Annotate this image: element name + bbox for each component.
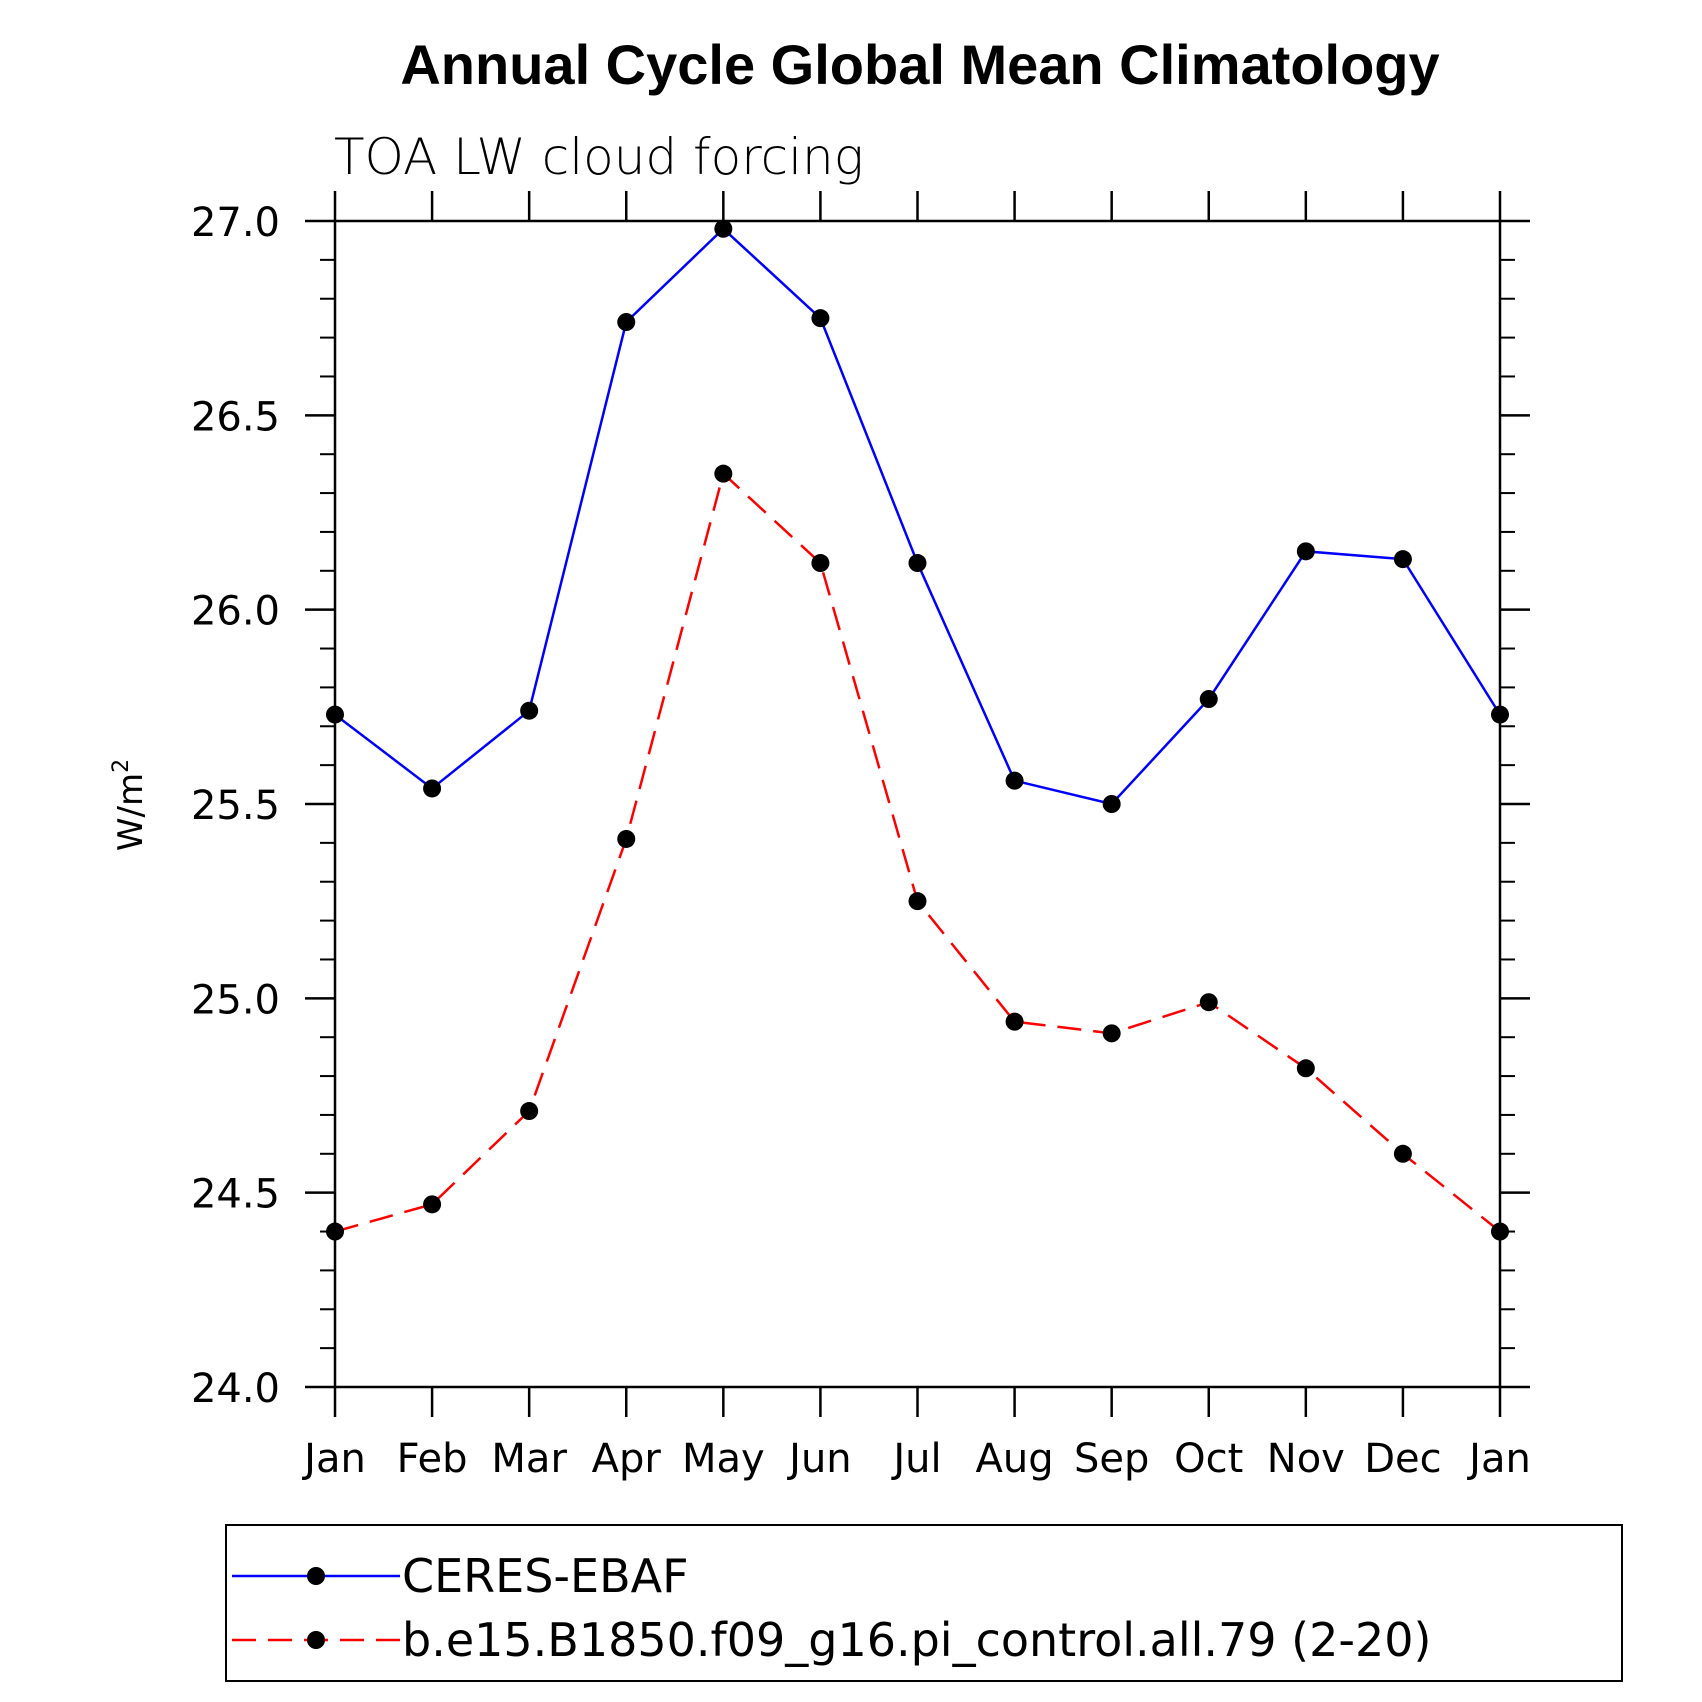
data-point <box>520 701 539 720</box>
chart-subtitle: TOA LW cloud forcing <box>334 128 864 186</box>
data-point <box>1005 771 1024 790</box>
series-layer <box>326 219 1509 1241</box>
legend-marker-0 <box>307 1567 325 1585</box>
x-tick-label: Jan <box>301 1436 366 1482</box>
x-tick-label: Nov <box>1267 1436 1345 1482</box>
legend-label-0: CERES-EBAF <box>402 1549 689 1603</box>
x-tick-label: Dec <box>1364 1436 1441 1482</box>
data-point <box>520 1102 539 1121</box>
legend-box <box>225 1524 1623 1682</box>
x-tick-label: Jun <box>786 1436 852 1482</box>
data-point <box>1393 1144 1412 1163</box>
x-tick-label: Sep <box>1074 1436 1149 1482</box>
data-point <box>1102 795 1121 813</box>
x-tick-label: Feb <box>397 1436 468 1482</box>
y-axis-label: W/m2 <box>109 759 151 851</box>
chart-title: Annual Cycle Global Mean Climatology <box>400 33 1439 96</box>
y-axis-label-base: W/m <box>111 773 151 851</box>
data-point <box>1199 993 1218 1012</box>
data-point <box>326 1222 344 1241</box>
data-point <box>811 554 830 573</box>
plot-frame <box>333 219 1502 1389</box>
x-tick-label: Oct <box>1174 1436 1243 1482</box>
data-point <box>1491 705 1509 724</box>
data-point <box>326 705 344 724</box>
x-tick-label: Mar <box>491 1436 567 1482</box>
series-0 <box>326 219 1509 813</box>
y-tick-label: 26.5 <box>191 394 280 440</box>
data-point <box>811 309 830 328</box>
x-tick-label: Aug <box>976 1436 1054 1482</box>
y-tick-label: 25.0 <box>191 977 280 1023</box>
series-1 <box>326 464 1509 1241</box>
y-tick-label: 27.0 <box>191 200 280 246</box>
data-point <box>714 219 733 238</box>
data-point <box>908 554 927 573</box>
data-point <box>908 892 927 911</box>
legend: CERES-EBAF b.e15.B1850.f09_g16.pi_control… <box>225 1524 1623 1682</box>
legend-marker-1 <box>307 1631 325 1649</box>
data-point <box>1296 542 1315 561</box>
x-tick-label: Jan <box>1466 1436 1531 1482</box>
x-tick-label: Apr <box>592 1436 662 1482</box>
x-tick-label: Jul <box>890 1436 941 1482</box>
data-point <box>617 313 636 332</box>
data-point <box>617 829 636 848</box>
data-point <box>1393 550 1412 569</box>
data-point <box>714 464 733 483</box>
y-tick-label: 24.0 <box>191 1366 280 1412</box>
data-point <box>1491 1222 1509 1241</box>
x-tick-label: May <box>682 1436 765 1482</box>
y-tick-label: 26.0 <box>191 589 280 635</box>
data-point <box>1102 1024 1121 1043</box>
plot-axes: 24.0 24.5 25.0 25.5 26.0 26.5 27.0 Jan Feb Mar Apr… <box>191 191 1531 1482</box>
data-point <box>1199 690 1218 709</box>
y-tick-label: 24.5 <box>191 1172 280 1218</box>
y-axis-label-text: W/m2 <box>109 759 151 851</box>
series-line-1 <box>334 471 1501 1233</box>
data-point <box>1296 1059 1315 1078</box>
data-point <box>423 779 442 798</box>
series-line-0 <box>334 227 1502 806</box>
data-point <box>423 1195 442 1214</box>
y-axis-label-superscript: 2 <box>109 759 134 773</box>
y-tick-label: 25.5 <box>191 783 280 829</box>
data-point <box>1005 1012 1024 1031</box>
legend-label-1: b.e15.B1850.f09_g16.pi_control.all.79 (2… <box>402 1613 1431 1667</box>
